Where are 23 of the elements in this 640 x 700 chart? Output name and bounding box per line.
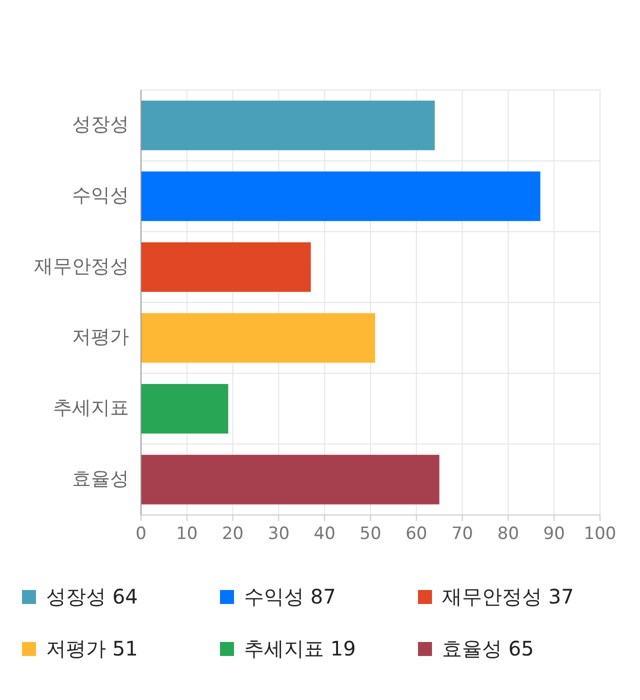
x-tick-label: 40 [314,524,336,544]
y-tick-label: 추세지표 [53,396,129,419]
y-tick-label: 수익성 [72,184,129,206]
x-tick-label: 50 [360,524,382,544]
legend-label: 재무안정성 37 [442,584,574,608]
legend-label: 성장성 64 [46,584,138,608]
y-tick-label: 재무안정성 [34,255,129,278]
x-tick-label: 70 [451,524,474,544]
x-tick-label: 20 [222,524,244,544]
legend-label: 효율성 65 [442,636,534,660]
x-tick-label: 0 [136,524,146,544]
legend-label: 수익성 87 [244,584,336,608]
x-tick-label: 60 [406,524,428,544]
x-tick-label: 90 [543,524,565,544]
legend-label: 추세지표 19 [244,636,356,660]
x-tick-label: 10 [176,524,198,544]
x-tick-label: 80 [497,524,520,544]
y-tick-label: 저평가 [72,326,129,348]
x-tick-label: 30 [268,524,290,544]
legend-label: 저평가 51 [46,636,138,660]
y-tick-label: 성장성 [72,114,129,136]
x-tick-label: 100 [584,524,616,544]
y-tick-label: 효율성 [72,468,129,490]
